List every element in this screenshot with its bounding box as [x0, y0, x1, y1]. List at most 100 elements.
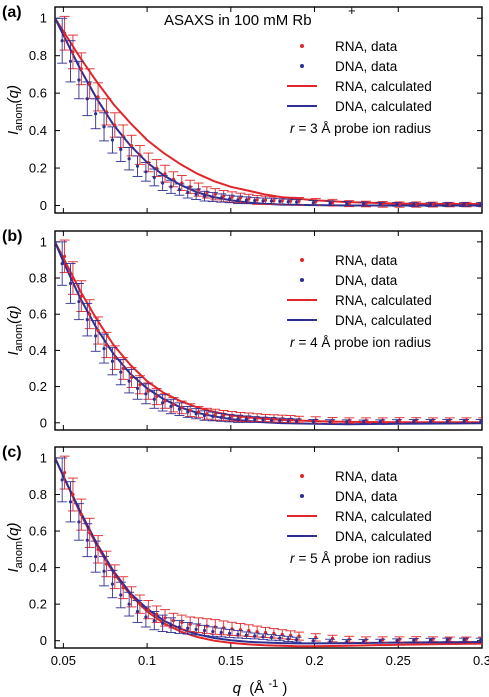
- plot-frame: [54, 230, 483, 431]
- data-point: [311, 639, 315, 643]
- data-point: [263, 198, 268, 202]
- data-point: [228, 416, 232, 420]
- data-point: [102, 569, 106, 573]
- series-dna-data: [57, 17, 482, 207]
- legend-label: DNA, data: [335, 59, 398, 74]
- data-point: [286, 419, 290, 423]
- y-tick-label: 1: [40, 11, 47, 26]
- data-point: [177, 625, 181, 629]
- y-tick-label: 0: [40, 633, 47, 648]
- y-axis-label: Ianom(q): [5, 522, 25, 572]
- data-point: [71, 50, 75, 54]
- data-point: [96, 95, 100, 99]
- data-point: [121, 366, 125, 371]
- data-point: [88, 531, 92, 535]
- data-layer: [55, 239, 482, 426]
- data-point: [155, 394, 159, 399]
- y-axis-label-var: I: [5, 131, 22, 135]
- panels: 0 0.2 0.4 0.6 0.8 1 Ianom(q) (a) RNA, data DNA, d…: [2, 4, 489, 668]
- data-point: [261, 418, 265, 422]
- data-point: [171, 618, 176, 623]
- data-point: [127, 157, 131, 161]
- data-point: [238, 196, 242, 200]
- data-point: [228, 631, 232, 635]
- data-point: [311, 420, 315, 424]
- data-point: [62, 254, 67, 258]
- data-point: [62, 470, 67, 475]
- data-point: [169, 404, 173, 409]
- data-point: [110, 359, 115, 363]
- data-point: [297, 199, 301, 203]
- data-point: [414, 202, 418, 207]
- data-point: [280, 199, 284, 203]
- y-tick-label: 0.6: [29, 86, 47, 101]
- data-point: [129, 143, 134, 148]
- data-point: [328, 639, 332, 644]
- data-point: [328, 420, 332, 424]
- data-point: [71, 492, 75, 497]
- data-point: [479, 202, 482, 207]
- data-layer: [55, 455, 482, 648]
- data-point: [127, 379, 131, 383]
- data-point: [295, 419, 299, 423]
- figure-title: ASAXS in 100 mM Rb: [164, 12, 312, 29]
- panel-label: (a): [2, 4, 22, 21]
- data-point: [244, 633, 248, 637]
- probe-radius-var: r: [290, 121, 295, 136]
- data-point: [152, 618, 156, 623]
- data-point: [186, 626, 190, 630]
- data-point: [94, 334, 98, 338]
- data-point: [247, 197, 251, 201]
- data-point: [263, 630, 268, 635]
- legend-marker: [300, 64, 304, 68]
- data-point: [345, 202, 349, 206]
- data-point: [196, 187, 201, 192]
- data-point: [278, 636, 282, 640]
- legend-label: RNA, data: [335, 253, 398, 268]
- data-point: [328, 201, 332, 205]
- data-point: [244, 198, 248, 202]
- data-point: [211, 414, 215, 419]
- x-axis-label-close: ): [282, 680, 287, 697]
- data-point: [177, 407, 181, 411]
- legend-label: RNA, calculated: [335, 293, 432, 308]
- data-point: [77, 78, 81, 82]
- data-point: [230, 414, 234, 418]
- data-point: [188, 408, 192, 412]
- probe-radius-label: r = 5 Å probe ion radius: [290, 551, 431, 566]
- data-point: [236, 198, 240, 202]
- data-point: [102, 125, 106, 129]
- legend-label: RNA, data: [335, 469, 398, 484]
- data-point: [464, 202, 469, 207]
- legend-label: DNA, calculated: [335, 313, 432, 328]
- y-tick-label: 0.4: [29, 343, 47, 358]
- legend-label: RNA, calculated: [335, 79, 432, 94]
- data-point: [479, 638, 482, 642]
- calculated-curve: [55, 241, 482, 424]
- data-point: [152, 175, 156, 180]
- data-point: [295, 200, 299, 204]
- y-tick-label: 0.8: [29, 271, 47, 286]
- data-point: [104, 562, 109, 566]
- x-tick-label: 0.2: [306, 653, 324, 668]
- data-point: [364, 202, 368, 206]
- data-point: [479, 419, 482, 423]
- data-point: [127, 602, 131, 606]
- y-axis-label-var: I: [5, 351, 22, 355]
- data-point: [110, 138, 115, 142]
- data-point: [135, 609, 140, 614]
- data-point: [68, 500, 73, 504]
- legend-label: DNA, data: [335, 489, 398, 504]
- data-point: [397, 202, 402, 207]
- data-point: [77, 520, 81, 524]
- data-point: [119, 147, 123, 151]
- data-point: [253, 199, 257, 203]
- data-point: [431, 202, 435, 207]
- y-tick-label: 0.2: [29, 597, 47, 612]
- data-point: [381, 202, 385, 206]
- data-point: [102, 346, 106, 351]
- data-point: [60, 261, 64, 266]
- data-point: [345, 640, 349, 644]
- data-point: [361, 420, 366, 424]
- data-point: [146, 389, 150, 393]
